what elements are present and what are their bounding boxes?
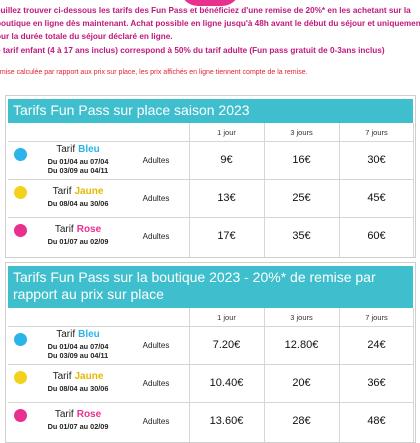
tarif-label: Tarif Rose [32,224,124,235]
price: 13.60€ [209,415,244,427]
table-title: Tarifs Fun Pass sur place saison 2023 [8,99,413,123]
tarif-word: Tarif [54,409,74,420]
price-table: Tarifs Fun Pass sur place saison 2023 1 j… [5,95,416,258]
price-table: Tarifs Fun Pass sur la boutique 2023 - 2… [5,262,416,443]
tarif-word: Tarif [56,144,76,155]
audience: Adultes [142,232,170,241]
color-dot [14,186,27,199]
table-row: Tarif Bleu Du 01/04 au 07/04 Du 03/09 au 04… [8,326,413,365]
tarif-word: Tarif [52,371,72,382]
color-dot [14,148,27,161]
price: 28€ [292,415,311,427]
cell-border [413,308,414,442]
intro-line: euillez trouver ci-dessous les tarifs de… [0,6,411,15]
tarif-dates: Du 08/04 au 30/06 [47,199,109,208]
intro-line: our la durée totale du séjour déclaré en… [0,32,173,41]
tarif-dates: Du 03/09 au 04/11 [47,166,109,175]
cell-border [264,308,265,442]
intro-line: boutique en ligne dès maintenant. Achat … [0,19,420,28]
color-dot [14,333,27,346]
cell-border [264,123,265,257]
column-header: 1 jour [217,128,236,137]
price: 36€ [367,377,386,389]
cell-border [189,308,190,442]
footnote: emise calculée par rapport aux prix sur … [0,69,308,76]
tarif-dates: Du 01/04 au 07/04 [47,342,109,351]
price: 7.20€ [212,339,241,351]
price: 17€ [217,230,236,242]
color-dot [14,224,27,237]
audience: Adultes [142,194,170,203]
tarif-name: Bleu [78,144,100,155]
tarif-label: Tarif Jaune [32,371,124,382]
price: 13€ [217,192,236,204]
audience: Adultes [142,417,170,426]
column-header: 7 jours [365,313,388,322]
tarif-dates: Du 01/07 au 02/09 [47,237,109,246]
price: 20€ [292,377,311,389]
price: 12.80€ [284,339,319,351]
table-row: Tarif Rose Du 01/07 au 02/09 Adultes 13.60€ 2… [8,402,413,441]
price: 45€ [367,192,386,204]
tarif-name: Rose [76,409,102,420]
tarif-label: Tarif Bleu [32,144,124,155]
tarif-word: Tarif [56,329,76,340]
column-header: 3 jours [290,128,313,137]
table-row: Tarif Rose Du 01/07 au 02/09 Adultes 17€ 35€ 6… [8,217,413,256]
price: 9€ [220,154,233,166]
tarif-name: Jaune [74,371,104,382]
table-row: Tarif Jaune Du 08/04 au 30/06 Adultes 13€ 25€… [8,179,413,218]
color-dot [14,371,27,384]
tarif-label: Tarif Jaune [32,186,124,197]
tarif-name: Bleu [78,329,100,340]
logo-fragment [180,0,240,6]
color-dot [14,409,27,422]
tarif-name: Rose [76,224,102,235]
cell-border [189,123,190,257]
price: 48€ [367,415,386,427]
price: 35€ [292,230,311,242]
tarif-dates: Du 08/04 au 30/06 [47,384,109,393]
price: 25€ [292,192,311,204]
column-header: 7 jours [365,128,388,137]
audience: Adultes [142,379,170,388]
cell-border [339,308,340,442]
tarif-name: Jaune [74,186,104,197]
price: 16€ [292,154,311,166]
column-header: 1 jour [217,313,236,322]
tarif-label: Tarif Rose [32,409,124,420]
price: 60€ [367,230,386,242]
cell-border [413,123,414,257]
price: 24€ [367,339,386,351]
table-title: Tarifs Fun Pass sur la boutique 2023 - 2… [8,266,413,308]
price: 10.40€ [209,377,244,389]
column-header: 3 jours [290,313,313,322]
tarif-word: Tarif [54,224,74,235]
tarif-dates: Du 03/09 au 04/11 [47,351,109,360]
audience: Adultes [142,156,170,165]
intro-line: e tarif enfant (4 à 17 ans inclus) corre… [0,46,385,55]
audience: Adultes [142,341,170,350]
table-row: Tarif Jaune Du 08/04 au 30/06 Adultes 10.40€… [8,364,413,403]
tarif-label: Tarif Bleu [32,329,124,340]
tarif-dates: Du 01/04 au 07/04 [47,157,109,166]
tarif-word: Tarif [52,186,72,197]
price: 30€ [367,154,386,166]
table-row: Tarif Bleu Du 01/04 au 07/04 Du 03/09 au 04… [8,141,413,180]
cell-border [339,123,340,257]
tarif-dates: Du 01/07 au 02/09 [47,422,109,431]
